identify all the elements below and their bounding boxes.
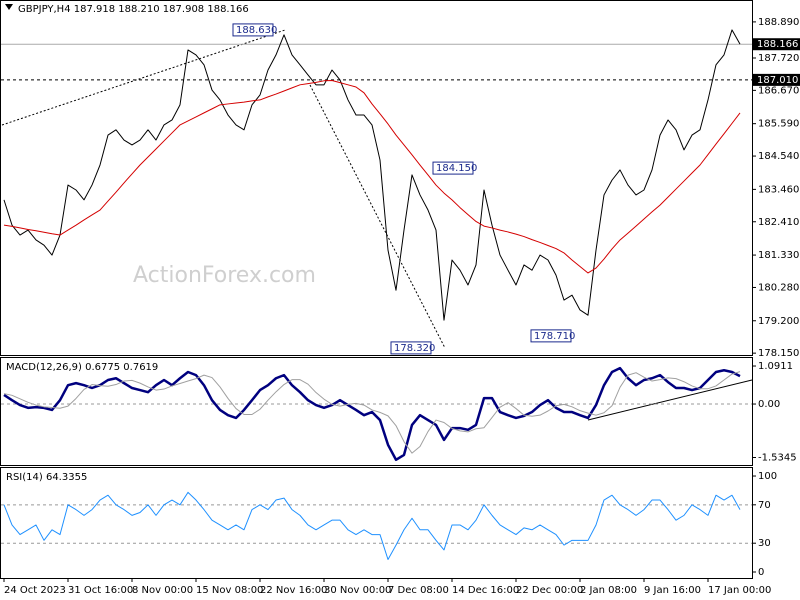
- annotation-box: [432, 161, 474, 175]
- y-tick-label: 184.540: [758, 151, 799, 162]
- x-tick-label: 24 Oct 2023: [4, 585, 66, 596]
- y-tick-label: 185.590: [758, 119, 799, 130]
- y-tick-label: 178.150: [758, 348, 799, 359]
- x-tick-label: 8 Nov 00:00: [132, 585, 193, 596]
- x-tick-label: 9 Jan 16:00: [644, 585, 701, 596]
- price-line-label: 188.166: [757, 39, 798, 50]
- annotation-box: [530, 329, 572, 343]
- y-tick-label: 187.720: [758, 53, 799, 64]
- price-line-box: [753, 73, 800, 86]
- trend-line: [309, 84, 446, 349]
- annotation-label: 178.710: [534, 331, 575, 342]
- annotation-box: [232, 23, 274, 37]
- y-tick-label: 179.200: [758, 316, 799, 327]
- annotation-label: 178.320: [394, 343, 435, 354]
- symbol-icon: [5, 4, 13, 10]
- x-tick-label: 15 Nov 08:00: [196, 585, 263, 596]
- x-tick-label: 22 Dec 00:00: [516, 585, 583, 596]
- annotation-label: 184.150: [436, 163, 477, 174]
- price-line-box: [753, 38, 800, 51]
- price-line-label: 187.010: [757, 75, 798, 86]
- series-line: [3, 29, 741, 321]
- x-tick-label: 14 Dec 16:00: [452, 585, 519, 596]
- y-tick-label: 1.0911: [758, 361, 793, 372]
- trend-line: [587, 379, 753, 421]
- chart-title: GBPJPY,H4 187.918 188.210 187.908 188.16…: [18, 4, 249, 15]
- watermark: ActionForex.com: [133, 263, 316, 288]
- y-tick-label: 186.670: [758, 85, 799, 96]
- x-tick-label: 31 Oct 16:00: [68, 585, 133, 596]
- series-line: [3, 366, 741, 462]
- y-tick-label: 70: [758, 500, 771, 511]
- series-line: [3, 79, 741, 274]
- y-tick-label: 181.330: [758, 250, 799, 261]
- y-tick-label: 0: [758, 567, 764, 578]
- x-tick-label: 7 Dec 08:00: [388, 585, 449, 596]
- plot-layer: 188.890 187.720 186.670 185.590 184.540 183.4…: [1, 17, 800, 596]
- y-tick-label: -1.5345: [758, 452, 797, 463]
- y-tick-label: 180.280: [758, 282, 799, 293]
- macd-title: MACD(12,26,9) 0.6775 0.7619: [6, 362, 158, 373]
- series-line: [3, 371, 741, 454]
- rsi-panel: [0, 467, 753, 579]
- y-tick-label: 0.00: [758, 399, 780, 410]
- x-tick-label: 2 Jan 08:00: [580, 585, 637, 596]
- annotation-label: 188.630: [236, 25, 277, 36]
- x-tick-label: 17 Jan 00:00: [708, 585, 771, 596]
- y-tick-label: 183.460: [758, 184, 799, 195]
- x-tick-label: 22 Nov 16:00: [260, 585, 327, 596]
- x-tick-label: 30 Nov 00:00: [324, 585, 391, 596]
- price-panel: [0, 0, 753, 356]
- rsi-title: RSI(14) 64.3355: [6, 472, 87, 483]
- y-tick-label: 188.890: [758, 17, 799, 28]
- series-line: [3, 491, 741, 561]
- y-tick-label: 182.410: [758, 217, 799, 228]
- trend-line: [1, 29, 286, 126]
- macd-panel: [0, 357, 753, 466]
- y-tick-label: 30: [758, 538, 771, 549]
- y-tick-label: 100: [758, 471, 777, 482]
- annotation-box: [390, 341, 432, 355]
